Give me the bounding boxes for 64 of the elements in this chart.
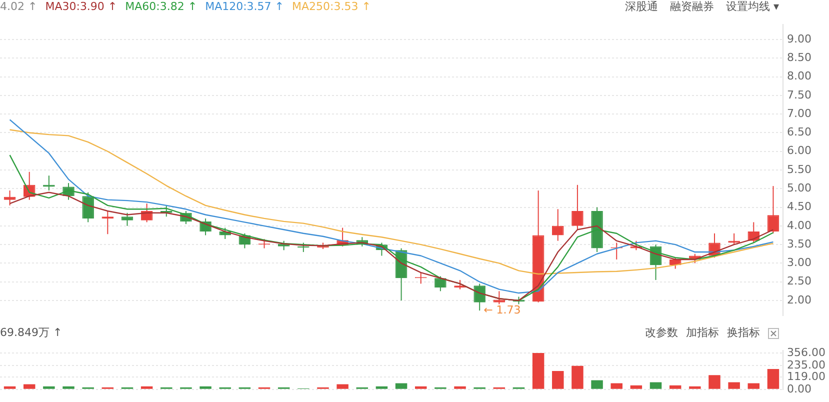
bar: [414, 386, 427, 389]
bar: [591, 380, 603, 389]
text: 融资融券: [670, 0, 714, 13]
bar: [572, 366, 584, 389]
y-tick-label: 235.00: [787, 358, 826, 372]
text: MA30:3.90 ↑: [45, 0, 118, 13]
bar: [650, 382, 662, 389]
y-tick-label: 9.00: [787, 32, 812, 46]
text: 加指标: [686, 326, 719, 340]
bar: [140, 386, 153, 389]
candlestick: [82, 192, 94, 223]
bar: [708, 375, 720, 389]
y-tick-label: 119.00: [787, 370, 826, 384]
y-tick-label: 4.50: [787, 200, 812, 214]
bar: [43, 386, 55, 389]
y-tick-label: 3.00: [787, 256, 812, 270]
text: MA250:3.53 ↑: [292, 0, 371, 13]
text: 4.02 ↑: [0, 0, 38, 13]
bar: [62, 386, 74, 389]
text: 设置均线 ▾: [726, 0, 779, 13]
y-tick-label: 4.00: [787, 218, 812, 232]
annotation: ← 1.73: [484, 303, 521, 316]
y-tick-label: 5.50: [787, 162, 812, 176]
candlestick: [414, 272, 427, 284]
y-tick-label: 7.00: [787, 106, 812, 120]
bar: [23, 384, 36, 389]
y-tick-label: 7.50: [787, 88, 812, 102]
bar: [454, 386, 466, 389]
y-tick-label: 356.00: [787, 346, 826, 359]
text: 换指标: [727, 326, 760, 340]
y-tick-label: 2.50: [787, 274, 812, 288]
bar: [395, 383, 408, 389]
candlestick: [493, 290, 506, 305]
y-tick-label: 8.50: [787, 51, 812, 64]
bar: [552, 371, 564, 389]
candlestick: [258, 238, 270, 249]
y-tick-label: 5.00: [787, 182, 812, 194]
y-tick-label: 3.50: [787, 237, 812, 250]
text: 深股通: [624, 0, 658, 13]
y-tick-label: 0.00: [787, 382, 812, 396]
y-tick-label: 2.00: [787, 293, 812, 306]
candlestick: [454, 279, 466, 290]
bar: [767, 368, 780, 389]
candlestick: [298, 242, 310, 253]
text: 69.849万 ↑: [0, 326, 62, 340]
bar: [669, 385, 682, 389]
text: MA120:3.57 ↑: [205, 0, 284, 13]
bar: [630, 385, 642, 389]
bar: [610, 383, 622, 389]
text: MA60:3.82 ↑: [125, 0, 198, 13]
y-tick-label: 6.50: [787, 126, 812, 139]
text: 改参数: [645, 326, 678, 340]
bar: [748, 383, 760, 389]
bar: [689, 386, 701, 389]
bar: [4, 386, 16, 389]
bar: [728, 382, 740, 389]
candlestick: [102, 210, 114, 235]
candlestick: [121, 212, 134, 226]
bar: [200, 386, 212, 389]
bar: [336, 384, 348, 389]
y-tick-label: 6.00: [787, 144, 812, 158]
bar: [376, 386, 388, 389]
bar: [532, 353, 544, 389]
y-tick-label: 8.00: [787, 70, 812, 83]
